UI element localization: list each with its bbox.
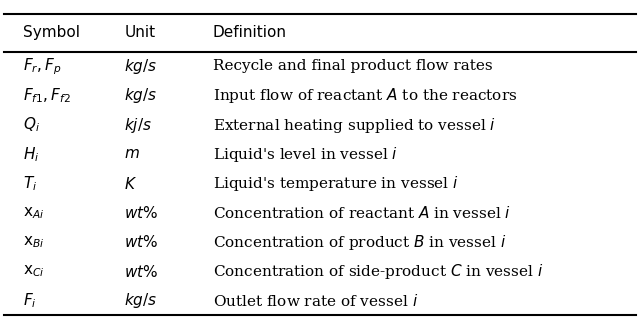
Text: $K$: $K$ <box>124 176 137 192</box>
Text: $\mathrm{x}_{Ci}$: $\mathrm{x}_{Ci}$ <box>23 264 45 279</box>
Text: $kj/s$: $kj/s$ <box>124 115 152 135</box>
Text: Liquid's level in vessel $i$: Liquid's level in vessel $i$ <box>212 145 397 164</box>
Text: $m$: $m$ <box>124 147 140 161</box>
Text: Outlet flow rate of vessel $i$: Outlet flow rate of vessel $i$ <box>212 293 418 309</box>
Text: $H_i$: $H_i$ <box>23 145 40 164</box>
Text: Definition: Definition <box>212 25 287 40</box>
Text: $wt\%$: $wt\%$ <box>124 263 158 279</box>
Text: Concentration of side-product $C$ in vessel $i$: Concentration of side-product $C$ in ves… <box>212 262 543 281</box>
Text: $F_r, F_p$: $F_r, F_p$ <box>23 56 61 77</box>
Text: Concentration of reactant $A$ in vessel $i$: Concentration of reactant $A$ in vessel … <box>212 205 511 221</box>
Text: Input flow of reactant $A$ to the reactors: Input flow of reactant $A$ to the reacto… <box>212 86 517 105</box>
Text: Recycle and final product flow rates: Recycle and final product flow rates <box>212 59 492 73</box>
Text: $wt\%$: $wt\%$ <box>124 234 158 250</box>
Text: External heating supplied to vessel $i$: External heating supplied to vessel $i$ <box>212 115 496 135</box>
Text: $kg/s$: $kg/s$ <box>124 57 157 76</box>
Text: $\mathrm{x}_{Bi}$: $\mathrm{x}_{Bi}$ <box>23 234 45 250</box>
Text: $T_i$: $T_i$ <box>23 174 37 193</box>
Text: $kg/s$: $kg/s$ <box>124 291 157 310</box>
Text: Concentration of product $B$ in vessel $i$: Concentration of product $B$ in vessel $… <box>212 233 506 252</box>
Text: Unit: Unit <box>124 25 156 40</box>
Text: Symbol: Symbol <box>23 25 80 40</box>
Text: $wt\%$: $wt\%$ <box>124 205 158 221</box>
Text: $kg/s$: $kg/s$ <box>124 86 157 105</box>
Text: $\mathrm{x}_{Ai}$: $\mathrm{x}_{Ai}$ <box>23 205 45 221</box>
Text: $F_i$: $F_i$ <box>23 291 36 310</box>
Text: Liquid's temperature in vessel $i$: Liquid's temperature in vessel $i$ <box>212 174 458 193</box>
Text: $Q_i$: $Q_i$ <box>23 116 40 134</box>
Text: $F_{f1}, F_{f2}$: $F_{f1}, F_{f2}$ <box>23 86 71 105</box>
